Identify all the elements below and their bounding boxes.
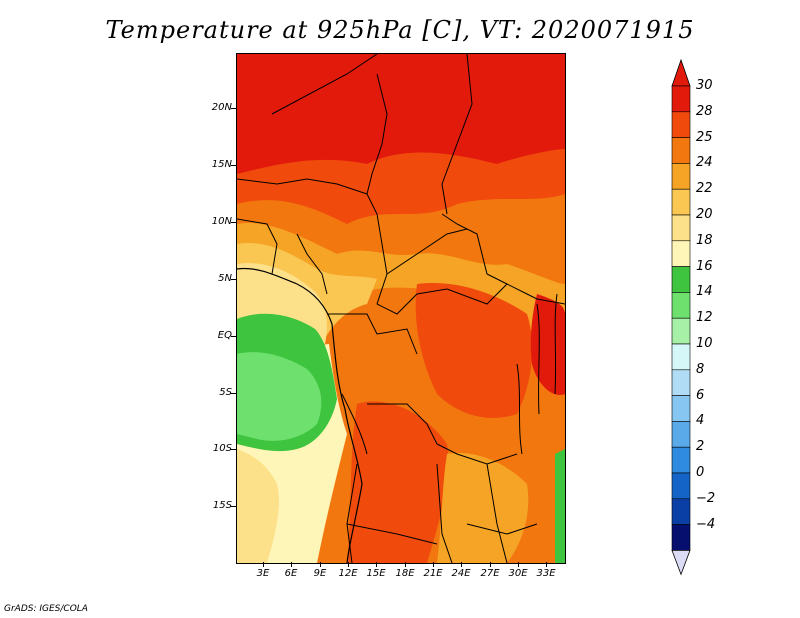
lon-tick [320, 562, 321, 567]
colorbar-segment [671, 240, 691, 267]
colorbar-segment [671, 317, 691, 345]
colorbar-segment [671, 266, 691, 293]
region-28c-angola [347, 401, 449, 563]
lat-tick [231, 279, 236, 280]
colorbar-segment [671, 472, 691, 500]
lon-tick [518, 562, 519, 567]
colorbar-label: 10 [696, 336, 713, 351]
colorbar-segment [671, 214, 691, 242]
colorbar-label: 25 [696, 129, 713, 145]
lat-tick [231, 393, 236, 394]
colorbar-segment [671, 421, 691, 448]
lat-label-5n: 5N [218, 273, 232, 284]
colorbar-segment [671, 188, 691, 216]
colorbar-top-arrow [671, 58, 691, 87]
region-24c [237, 223, 565, 374]
lon-label-18e: 18E [395, 568, 415, 579]
country-borders [237, 54, 565, 563]
colorbar-segment [671, 343, 691, 371]
colorbar-label: 24 [696, 155, 713, 171]
lat-label-10s: 10S [212, 443, 232, 454]
lat-label-15n: 15N [211, 159, 232, 170]
lon-tick [348, 562, 349, 567]
colorbar-segment [671, 395, 691, 422]
region-30c-east [530, 294, 565, 395]
colorbar-segment [671, 85, 691, 113]
lat-tick [231, 449, 236, 450]
colorbar-segment [671, 524, 691, 551]
lon-label-3e: 3E [256, 568, 270, 579]
lon-label-24e: 24E [451, 568, 471, 579]
colorbar-segment [671, 369, 691, 396]
region-16c-east [555, 449, 565, 563]
colorbar-label: 30 [696, 78, 713, 93]
lat-tick [231, 336, 236, 337]
colorbar-label: 20 [696, 207, 713, 222]
lat-tick [231, 506, 236, 507]
footer-credit: GrADS: IGES/COLA [4, 604, 88, 614]
colorbar-segment [671, 498, 691, 525]
lon-tick [490, 562, 491, 567]
coastline [237, 267, 363, 563]
lat-label-15s: 15S [212, 500, 232, 511]
lon-label-27e: 27E [480, 568, 500, 579]
colorbar-label: 18 [696, 232, 713, 248]
colorbar-label: 28 [696, 103, 713, 119]
lat-tick [231, 222, 236, 223]
colorbar [671, 58, 691, 576]
lon-label-12e: 12E [338, 568, 358, 579]
region-14c [237, 352, 322, 441]
colorbar-segment [671, 163, 691, 190]
lon-tick [263, 562, 264, 567]
lon-tick [433, 562, 434, 567]
map-canvas [237, 54, 565, 563]
colorbar-label: 0 [696, 465, 705, 480]
colorbar-label: −2 [696, 490, 716, 506]
region-20c-south [237, 449, 279, 563]
lon-label-33e: 33E [536, 568, 556, 579]
colorbar-label: 14 [696, 284, 713, 300]
colorbar-bottom-arrow [671, 549, 691, 576]
lon-tick [376, 562, 377, 567]
temperature-map [236, 53, 566, 564]
lon-tick [461, 562, 462, 567]
colorbar-label: 22 [696, 181, 713, 197]
lon-label-6e: 6E [284, 568, 298, 579]
colorbar-segment [671, 292, 691, 319]
lat-label-eq: EQ [217, 330, 232, 341]
colorbar-label: 2 [696, 439, 705, 455]
lon-tick [405, 562, 406, 567]
lon-tick [546, 562, 547, 567]
lat-label-10n: 10N [211, 216, 232, 227]
region-24c-zambia [437, 453, 529, 563]
lon-label-21e: 21E [423, 568, 443, 579]
colorbar-label: −4 [696, 516, 716, 532]
lon-label-15e: 15E [366, 568, 386, 579]
region-28c-congo [415, 283, 533, 418]
colorbar-label: 12 [696, 310, 713, 326]
lon-label-30e: 30E [508, 568, 528, 579]
chart-title: Temperature at 925hPa [C], VT: 202007191… [105, 16, 695, 44]
lat-label-20n: 20N [211, 102, 232, 113]
colorbar-label: 4 [696, 413, 705, 429]
lat-tick [231, 108, 236, 109]
lat-label-5s: 5S [219, 387, 232, 398]
colorbar-label: 6 [696, 387, 705, 403]
colorbar-segment [671, 111, 691, 138]
lon-label-9e: 9E [313, 568, 327, 579]
colorbar-segment [671, 446, 691, 474]
colorbar-segment [671, 137, 691, 164]
lat-tick [231, 165, 236, 166]
lon-tick [291, 562, 292, 567]
colorbar-label: 16 [696, 258, 713, 274]
colorbar-label: 8 [696, 361, 705, 377]
